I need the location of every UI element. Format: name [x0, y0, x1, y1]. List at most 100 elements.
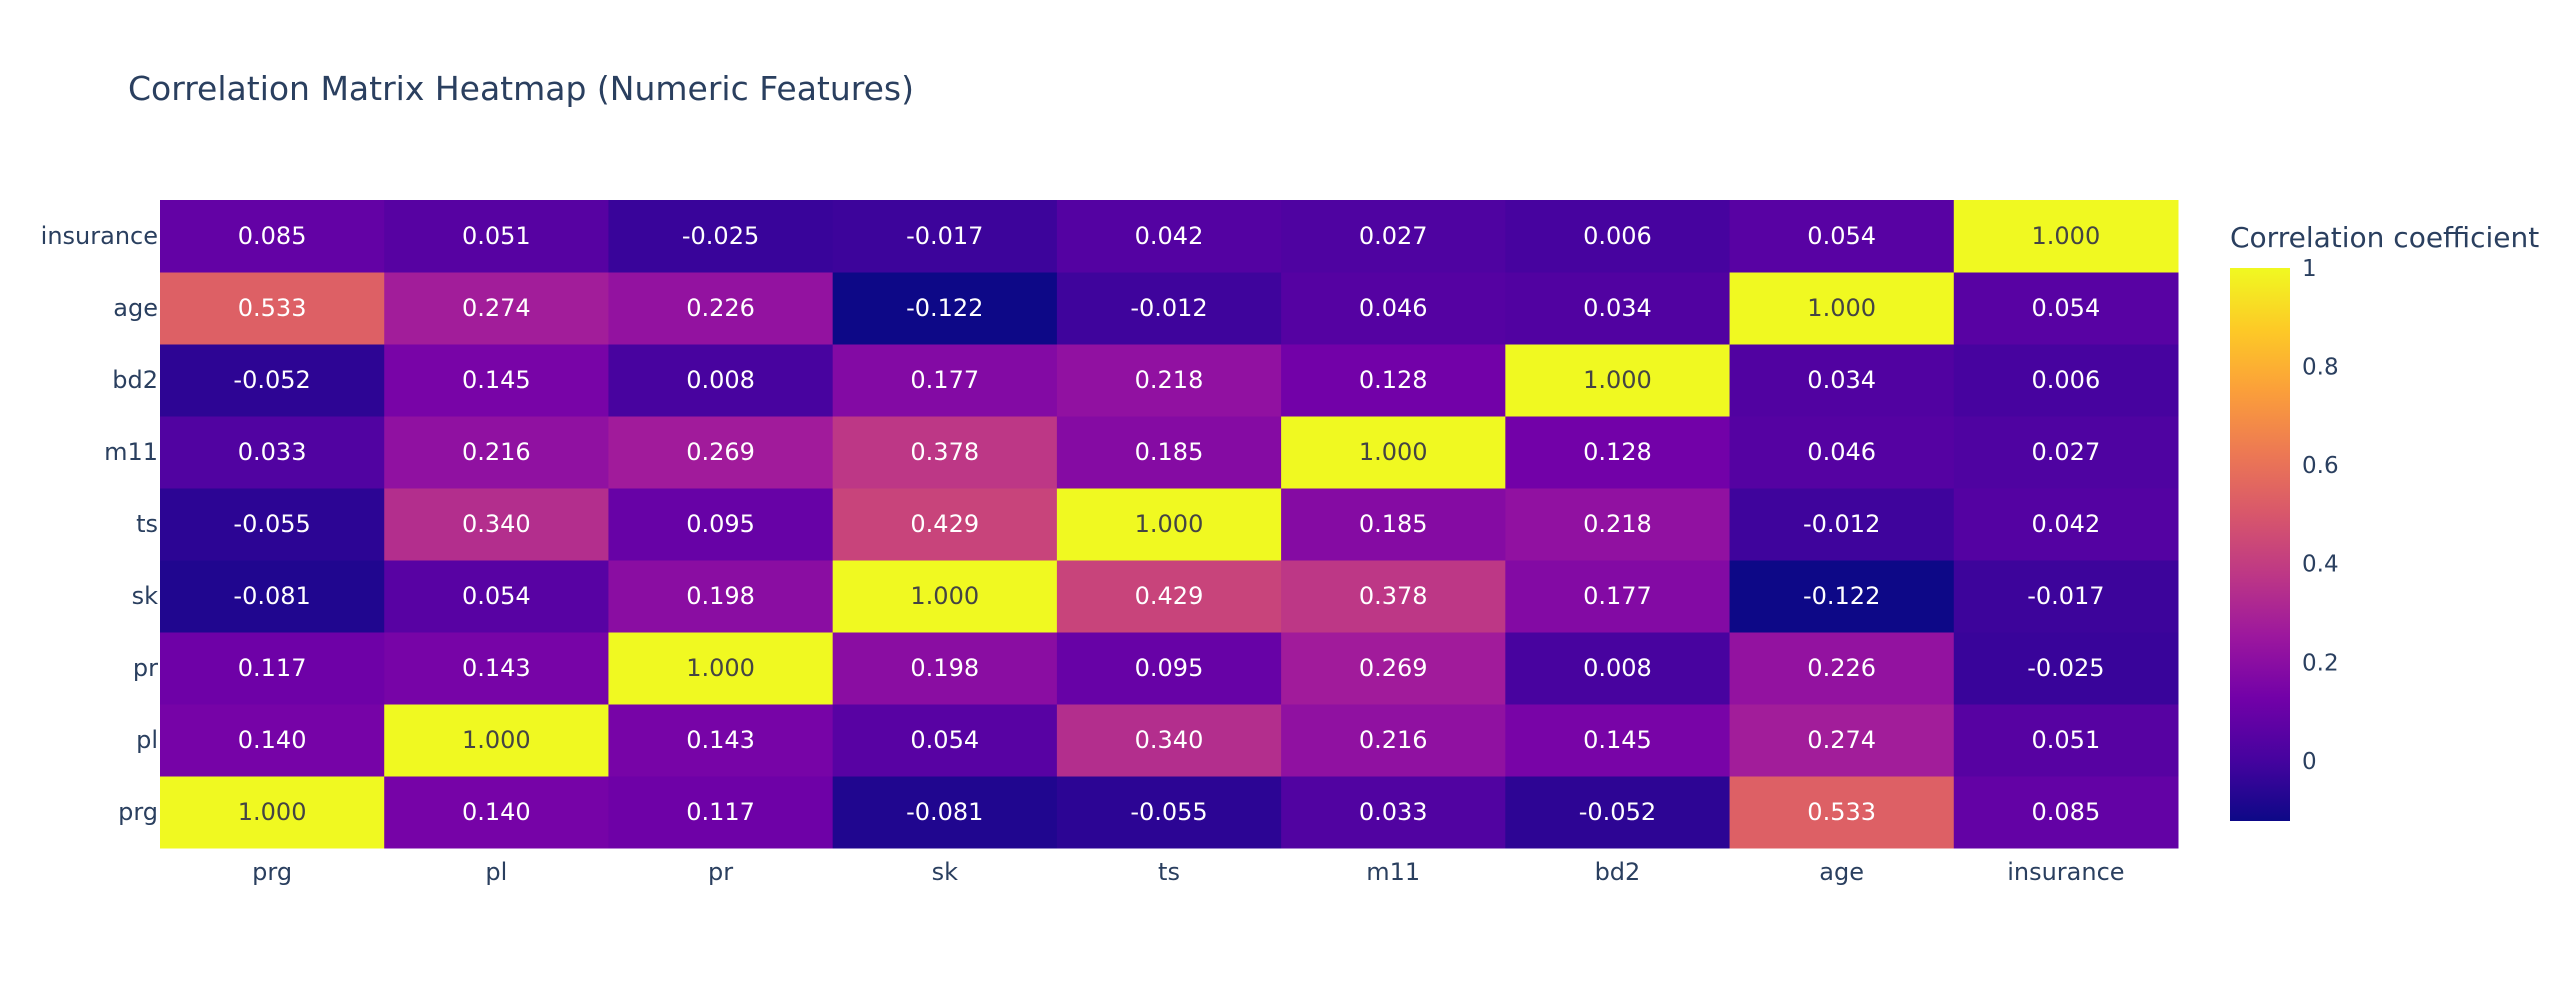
- cell-label-pl-insurance: 0.051: [2032, 726, 2101, 754]
- cell-label-insurance-sk: -0.017: [906, 222, 983, 250]
- heatmap-cell-m11-prg: [160, 416, 385, 489]
- cell-label-sk-pl: 0.054: [462, 582, 531, 610]
- heatmap-cell-insurance-pr: [608, 200, 834, 273]
- cell-label-m11-pr: 0.269: [686, 438, 755, 466]
- heatmap-cell-pr-ts: [1056, 632, 1282, 705]
- heatmap-cell-ts-sk: [832, 488, 1058, 561]
- heatmap-cell-m11-pr: [608, 416, 834, 489]
- cell-label-bd2-pl: 0.145: [462, 366, 531, 394]
- colorbar-tick-0-6: 0.6: [2302, 453, 2339, 479]
- heatmap-cell-pl-age: [1729, 704, 1955, 777]
- y-tick-age: age: [113, 294, 158, 322]
- heatmap-cell-age-pl: [384, 272, 609, 345]
- heatmap-cell-ts-age: [1729, 488, 1955, 561]
- cell-label-prg-bd2: -0.052: [1579, 798, 1656, 826]
- y-tick-insurance: insurance: [41, 222, 158, 250]
- cell-label-ts-ts: 1.000: [1135, 510, 1204, 538]
- cell-label-prg-sk: -0.081: [906, 798, 983, 826]
- heatmap-cell-age-prg: [160, 272, 385, 345]
- heatmap-cell-prg-insurance: [1953, 776, 2179, 849]
- heatmap-cell-m11-ts: [1056, 416, 1282, 489]
- x-tick-insurance: insurance: [2007, 858, 2124, 886]
- heatmap-cell-m11-insurance: [1953, 416, 2179, 489]
- heatmap-cell-pl-insurance: [1953, 704, 2179, 777]
- heatmap-cell-prg-prg: [160, 776, 385, 849]
- cell-label-insurance-ts: 0.042: [1135, 222, 1204, 250]
- cell-label-prg-age: 0.533: [1807, 798, 1876, 826]
- heatmap-cell-sk-m11: [1281, 560, 1506, 633]
- cell-label-pr-bd2: 0.008: [1583, 654, 1652, 682]
- cell-label-m11-insurance: 0.027: [2032, 438, 2101, 466]
- colorbar-title: Correlation coefficient: [2230, 221, 2539, 254]
- x-tick-prg: prg: [252, 858, 292, 886]
- cell-label-insurance-age: 0.054: [1807, 222, 1876, 250]
- heatmap-cell-insurance-age: [1729, 200, 1955, 273]
- cell-label-pl-sk: 0.054: [910, 726, 979, 754]
- heatmap-cell-pr-prg: [160, 632, 385, 705]
- heatmap-cell-pl-ts: [1056, 704, 1282, 777]
- heatmap-cell-pr-bd2: [1505, 632, 1731, 705]
- y-tick-pl: pl: [136, 726, 158, 754]
- cell-label-m11-pl: 0.216: [462, 438, 531, 466]
- colorbar-tick-0-8: 0.8: [2302, 355, 2339, 381]
- heatmap-cell-pl-m11: [1281, 704, 1506, 777]
- heatmap-cell-bd2-bd2: [1505, 344, 1731, 417]
- cell-label-m11-age: 0.046: [1807, 438, 1876, 466]
- heatmap-cell-bd2-age: [1729, 344, 1955, 417]
- heatmap-cell-pl-bd2: [1505, 704, 1731, 777]
- heatmap-cell-ts-m11: [1281, 488, 1506, 561]
- heatmap-cell-pl-sk: [832, 704, 1058, 777]
- cell-label-bd2-insurance: 0.006: [2032, 366, 2101, 394]
- heatmap-cell-m11-bd2: [1505, 416, 1731, 489]
- heatmap-cell-sk-age: [1729, 560, 1955, 633]
- heatmap-cell-m11-pl: [384, 416, 609, 489]
- heatmap-cell-pl-prg: [160, 704, 385, 777]
- heatmap-cell-insurance-insurance: [1953, 200, 2179, 273]
- cell-label-ts-sk: 0.429: [910, 510, 979, 538]
- colorbar-gradient: [2230, 268, 2290, 821]
- heatmap-cell-insurance-ts: [1056, 200, 1282, 273]
- heatmap-cell-m11-m11: [1281, 416, 1506, 489]
- heatmap-cell-sk-sk: [832, 560, 1058, 633]
- heatmap-cell-m11-sk: [832, 416, 1058, 489]
- heatmap-cell-ts-insurance: [1953, 488, 2179, 561]
- heatmap-cell-prg-m11: [1281, 776, 1506, 849]
- heatmap-cell-insurance-pl: [384, 200, 609, 273]
- heatmap-cell-sk-insurance: [1953, 560, 2179, 633]
- heatmap-cell-pr-age: [1729, 632, 1955, 705]
- heatmap-cell-bd2-prg: [160, 344, 385, 417]
- cell-label-ts-insurance: 0.042: [2032, 510, 2101, 538]
- x-axis-ticks: prg pl pr sk ts m11 bd2 age insurance: [252, 858, 2124, 886]
- x-tick-sk: sk: [932, 858, 959, 886]
- cell-label-pr-pr: 1.000: [686, 654, 755, 682]
- y-tick-bd2: bd2: [112, 366, 158, 394]
- heatmap-cell-ts-ts: [1056, 488, 1282, 561]
- cell-label-bd2-ts: 0.218: [1135, 366, 1204, 394]
- cell-label-insurance-insurance: 1.000: [2032, 222, 2101, 250]
- cell-label-prg-ts: -0.055: [1130, 798, 1207, 826]
- heatmap-cell-ts-prg: [160, 488, 385, 561]
- y-tick-ts: ts: [136, 510, 158, 538]
- cell-label-pl-pl: 1.000: [462, 726, 531, 754]
- heatmap-cell-sk-ts: [1056, 560, 1282, 633]
- cell-label-age-sk: -0.122: [906, 294, 983, 322]
- cell-label-m11-ts: 0.185: [1135, 438, 1204, 466]
- heatmap-cell-pr-pr: [608, 632, 834, 705]
- cell-label-sk-m11: 0.378: [1359, 582, 1428, 610]
- cell-label-age-bd2: 0.034: [1583, 294, 1652, 322]
- heatmap-cell-ts-pr: [608, 488, 834, 561]
- cell-label-age-pl: 0.274: [462, 294, 531, 322]
- cell-label-pl-m11: 0.216: [1359, 726, 1428, 754]
- heatmap-cell-prg-bd2: [1505, 776, 1731, 849]
- cell-label-insurance-pr: -0.025: [682, 222, 759, 250]
- cell-label-age-pr: 0.226: [686, 294, 755, 322]
- x-tick-m11: m11: [1366, 858, 1420, 886]
- heatmap-cell-prg-pl: [384, 776, 609, 849]
- heatmap-cell-bd2-pr: [608, 344, 834, 417]
- cell-label-ts-prg: -0.055: [233, 510, 310, 538]
- cell-label-pr-age: 0.226: [1807, 654, 1876, 682]
- heatmap-cell-prg-age: [1729, 776, 1955, 849]
- heatmap-cell-pr-insurance: [1953, 632, 2179, 705]
- x-tick-bd2: bd2: [1595, 858, 1641, 886]
- y-tick-pr: pr: [133, 654, 158, 682]
